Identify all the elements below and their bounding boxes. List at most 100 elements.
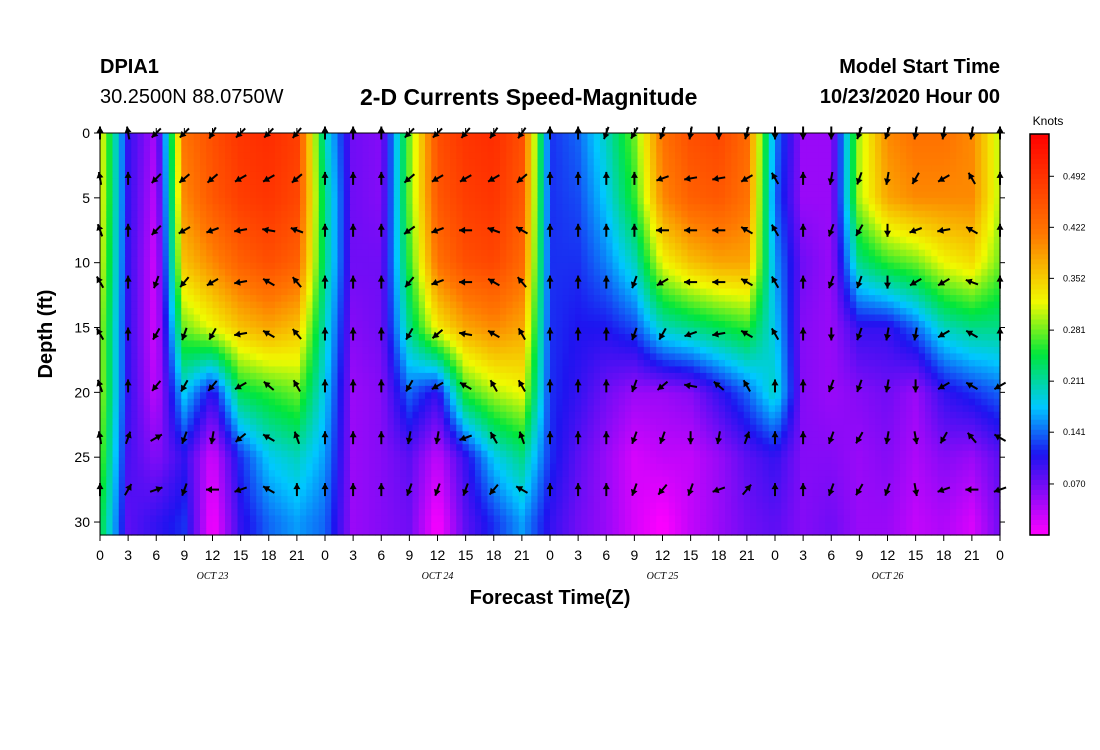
heatmap-cell	[762, 301, 770, 309]
heatmap-cell	[293, 178, 301, 186]
heatmap-cell	[356, 308, 364, 316]
heatmap-cell	[600, 230, 607, 238]
heatmap-cell	[968, 145, 976, 154]
heatmap-cell	[275, 327, 282, 335]
heatmap-cell	[893, 334, 901, 342]
heatmap-cell	[506, 353, 514, 361]
heatmap-cell	[581, 217, 589, 225]
chart-title: 2-D Currents Speed-Magnitude	[360, 84, 698, 110]
heatmap-cell	[550, 133, 557, 141]
heatmap-cell	[356, 301, 364, 309]
heatmap-cell	[150, 184, 157, 192]
heatmap-cell	[275, 145, 282, 154]
heatmap-cell	[781, 230, 789, 238]
heatmap-cell	[287, 152, 295, 160]
heatmap-cell	[112, 178, 120, 186]
heatmap-cell	[568, 308, 576, 316]
heatmap-cell	[818, 236, 826, 244]
heatmap-cell	[643, 223, 651, 231]
heatmap-cell	[493, 269, 501, 277]
heatmap-cell	[400, 275, 407, 283]
heatmap-cell	[493, 353, 501, 361]
heatmap-cell	[843, 191, 851, 199]
heatmap-cell	[843, 301, 851, 309]
heatmap-cell	[556, 308, 564, 316]
heatmap-cell	[668, 353, 676, 361]
heatmap-cell	[512, 184, 520, 192]
heatmap-cell	[768, 184, 776, 192]
heatmap-cell	[731, 321, 739, 329]
heatmap-cell	[650, 346, 657, 355]
heatmap-cell	[706, 249, 714, 257]
heatmap-cell	[618, 243, 626, 251]
heatmap-cell	[793, 314, 801, 322]
heatmap-cell	[543, 139, 551, 147]
heatmap-cell	[750, 165, 757, 173]
heatmap-cell	[187, 249, 195, 257]
heatmap-cell	[162, 184, 170, 192]
heatmap-cell	[937, 204, 945, 212]
heatmap-cell	[937, 288, 945, 296]
heatmap-cell	[893, 210, 901, 218]
heatmap-cell	[562, 171, 570, 179]
heatmap-cell	[425, 262, 432, 270]
heatmap-cell	[275, 223, 282, 231]
heatmap-cell	[437, 301, 445, 309]
heatmap-cell	[912, 308, 920, 316]
heatmap-cell	[175, 236, 182, 244]
heatmap-cell	[862, 262, 870, 270]
heatmap-cell	[162, 327, 170, 335]
heatmap-cell	[300, 165, 307, 173]
heatmap-cell	[850, 269, 857, 277]
heatmap-cell	[487, 249, 495, 257]
heatmap-cell	[900, 171, 907, 179]
heatmap-cell	[581, 184, 589, 192]
heatmap-cell	[156, 314, 164, 322]
heatmap-cell	[537, 314, 545, 322]
heatmap-cell	[700, 158, 707, 167]
heatmap-cell	[312, 165, 320, 173]
heatmap-cell	[506, 327, 514, 335]
heatmap-cell	[606, 243, 614, 251]
heatmap-cell	[968, 301, 976, 309]
heatmap-cell	[543, 171, 551, 179]
heatmap-cell	[162, 334, 170, 342]
heatmap-cell	[856, 269, 864, 277]
heatmap-cell	[250, 249, 257, 257]
heatmap-cell	[281, 353, 289, 361]
heatmap-cell	[281, 171, 289, 179]
heatmap-cell	[781, 139, 789, 147]
heatmap-cell	[718, 223, 726, 231]
heatmap-cell	[206, 288, 214, 296]
heatmap-cell	[618, 230, 626, 238]
heatmap-cell	[793, 210, 801, 218]
heatmap-cell	[906, 204, 914, 212]
heatmap-cell	[612, 340, 620, 348]
heatmap-cell	[418, 217, 426, 225]
heatmap-cell	[306, 158, 314, 167]
heatmap-cell	[506, 295, 514, 303]
heatmap-cell	[200, 158, 207, 167]
heatmap-cell	[256, 340, 264, 348]
heatmap-cell	[143, 269, 151, 277]
heatmap-cell	[168, 288, 176, 296]
heatmap-cell	[293, 197, 301, 205]
heatmap-cell	[637, 256, 645, 264]
heatmap-cell	[162, 230, 170, 238]
heatmap-cell	[593, 152, 601, 160]
heatmap-cell	[306, 184, 314, 192]
heatmap-cell	[906, 223, 914, 231]
heatmap-cell	[125, 353, 132, 361]
heatmap-cell	[206, 249, 214, 257]
heatmap-cell	[637, 249, 645, 257]
heatmap-cell	[237, 184, 245, 192]
heatmap-cell	[237, 158, 245, 167]
heatmap-cell	[368, 197, 376, 205]
heatmap-cell	[243, 165, 251, 173]
heatmap-cell	[587, 314, 595, 322]
heatmap-cell	[868, 321, 876, 329]
heatmap-cell	[768, 288, 776, 296]
heatmap-cell	[162, 346, 170, 355]
heatmap-cell	[381, 269, 389, 277]
heatmap-cell	[956, 243, 964, 251]
